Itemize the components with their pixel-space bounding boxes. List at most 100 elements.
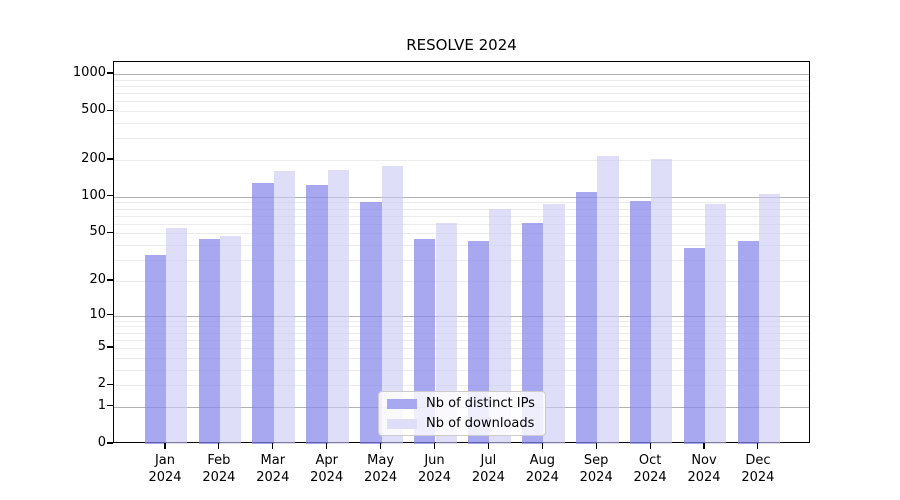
gridline-minor	[114, 233, 809, 235]
x-tick-month: Jan	[154, 453, 176, 468]
y-axis-tick-label: 5	[97, 339, 106, 355]
legend-label-distinct-ips: Nb of distinct IPs	[426, 396, 535, 411]
y-axis-tick-label: 20	[89, 271, 106, 287]
bar-downloads-feb	[219, 235, 242, 444]
bar-distinct-ips-jan	[144, 255, 166, 444]
x-tick-mark	[703, 443, 705, 449]
gridline-minor	[114, 111, 809, 113]
bar-downloads-mar	[273, 170, 296, 444]
x-tick-year: 2024	[525, 470, 559, 485]
gridline-minor	[114, 160, 809, 162]
x-tick-year: 2024	[579, 470, 613, 485]
x-tick-mark	[380, 443, 382, 449]
x-tick-mark	[595, 443, 597, 449]
x-tick-month: Mar	[260, 453, 286, 468]
x-tick-month: Nov	[691, 453, 717, 468]
x-tick-month: Jun	[424, 453, 445, 468]
y-axis-tick-label: 500	[81, 102, 106, 118]
legend-item-downloads: Nb of downloads	[387, 416, 537, 431]
x-axis-tick-label: Mar 2024	[245, 452, 301, 486]
y-axis-tick-label: 1000	[72, 65, 106, 81]
gridline-minor	[114, 215, 809, 217]
y-axis-tick-label: 10	[89, 306, 106, 322]
gridline-minor	[114, 123, 809, 125]
y-axis-tick-label: 50	[89, 224, 106, 240]
x-axis-tick-label: Apr 2024	[299, 452, 355, 486]
bar-downloads-jun	[435, 222, 457, 444]
x-axis-tick-label: Jul 2024	[460, 452, 516, 486]
bar-distinct-ips-apr	[306, 184, 328, 444]
x-axis-tick-label: Aug 2024	[514, 452, 570, 486]
x-tick-month: Sep	[583, 453, 609, 468]
x-tick-mark	[326, 443, 328, 449]
gridline-minor	[114, 138, 809, 140]
gridline-minor	[114, 245, 809, 247]
x-tick-year: 2024	[741, 470, 775, 485]
bar-distinct-ips-may	[360, 202, 382, 444]
bar-downloads-aug	[543, 204, 565, 444]
y-tick-mark	[107, 313, 113, 316]
gridline-minor	[114, 385, 809, 387]
x-axis-tick-label: Jan 2024	[137, 452, 193, 486]
x-axis-tick-label: Dec 2024	[730, 452, 786, 486]
y-axis-tick-label: 200	[81, 151, 106, 167]
plot-area	[113, 61, 810, 444]
bar-downloads-oct	[651, 158, 673, 444]
y-tick-mark	[107, 279, 113, 281]
y-tick-mark	[107, 346, 113, 348]
legend-label-downloads: Nb of downloads	[426, 416, 535, 431]
y-axis-tick-label: 1	[97, 397, 106, 413]
gridline-minor	[114, 280, 809, 282]
x-axis-tick-label: Feb 2024	[191, 452, 247, 486]
gridline-minor	[114, 101, 809, 103]
gridline-major	[114, 196, 809, 198]
x-tick-year: 2024	[364, 470, 398, 485]
x-axis-tick-label: Jun 2024	[407, 452, 463, 486]
x-tick-year: 2024	[256, 470, 290, 485]
x-tick-mark	[272, 443, 274, 449]
x-tick-month: Jul	[480, 453, 497, 468]
x-tick-year: 2024	[202, 470, 236, 485]
legend: Nb of distinct IPs Nb of downloads	[378, 391, 546, 436]
x-tick-year: 2024	[471, 470, 505, 485]
x-tick-mark	[164, 443, 166, 449]
legend-swatch-distinct-ips	[387, 398, 417, 409]
y-tick-mark	[107, 405, 113, 407]
gridline-minor	[114, 93, 809, 95]
x-tick-month: Feb	[207, 453, 231, 468]
y-tick-mark	[107, 383, 113, 385]
y-tick-mark	[107, 195, 113, 197]
x-tick-year: 2024	[310, 470, 344, 485]
gridline-minor	[114, 260, 809, 262]
gridline-minor	[114, 369, 809, 371]
x-axis-tick-label: May 2024	[353, 452, 409, 486]
bar-downloads-sep	[597, 155, 619, 444]
bar-downloads-nov	[705, 204, 727, 444]
bar-distinct-ips-oct	[629, 201, 652, 444]
x-tick-year: 2024	[687, 470, 721, 485]
bar-distinct-ips-dec	[737, 241, 759, 444]
y-tick-mark	[107, 442, 113, 444]
x-axis-tick-label: Oct 2024	[622, 452, 678, 486]
gridline-minor	[114, 326, 809, 328]
gridline-minor	[114, 223, 809, 225]
x-tick-mark	[433, 443, 436, 449]
x-axis-tick-label: Sep 2024	[568, 452, 624, 486]
gridline-minor	[114, 339, 809, 341]
gridline-minor	[114, 357, 809, 359]
bar-distinct-ips-mar	[252, 182, 274, 444]
y-tick-mark	[107, 231, 113, 234]
gridline-minor	[114, 332, 809, 334]
x-tick-mark	[757, 443, 759, 449]
x-tick-mark	[541, 443, 543, 449]
x-tick-year: 2024	[148, 470, 182, 485]
bar-distinct-ips-sep	[575, 191, 598, 444]
gridline-major	[114, 74, 809, 76]
bar-downloads-jul	[489, 208, 511, 444]
legend-swatch-downloads	[387, 418, 417, 429]
x-tick-year: 2024	[417, 470, 452, 485]
gridline-minor	[114, 202, 809, 204]
bar-distinct-ips-aug	[521, 222, 544, 444]
bar-distinct-ips-nov	[683, 247, 705, 444]
